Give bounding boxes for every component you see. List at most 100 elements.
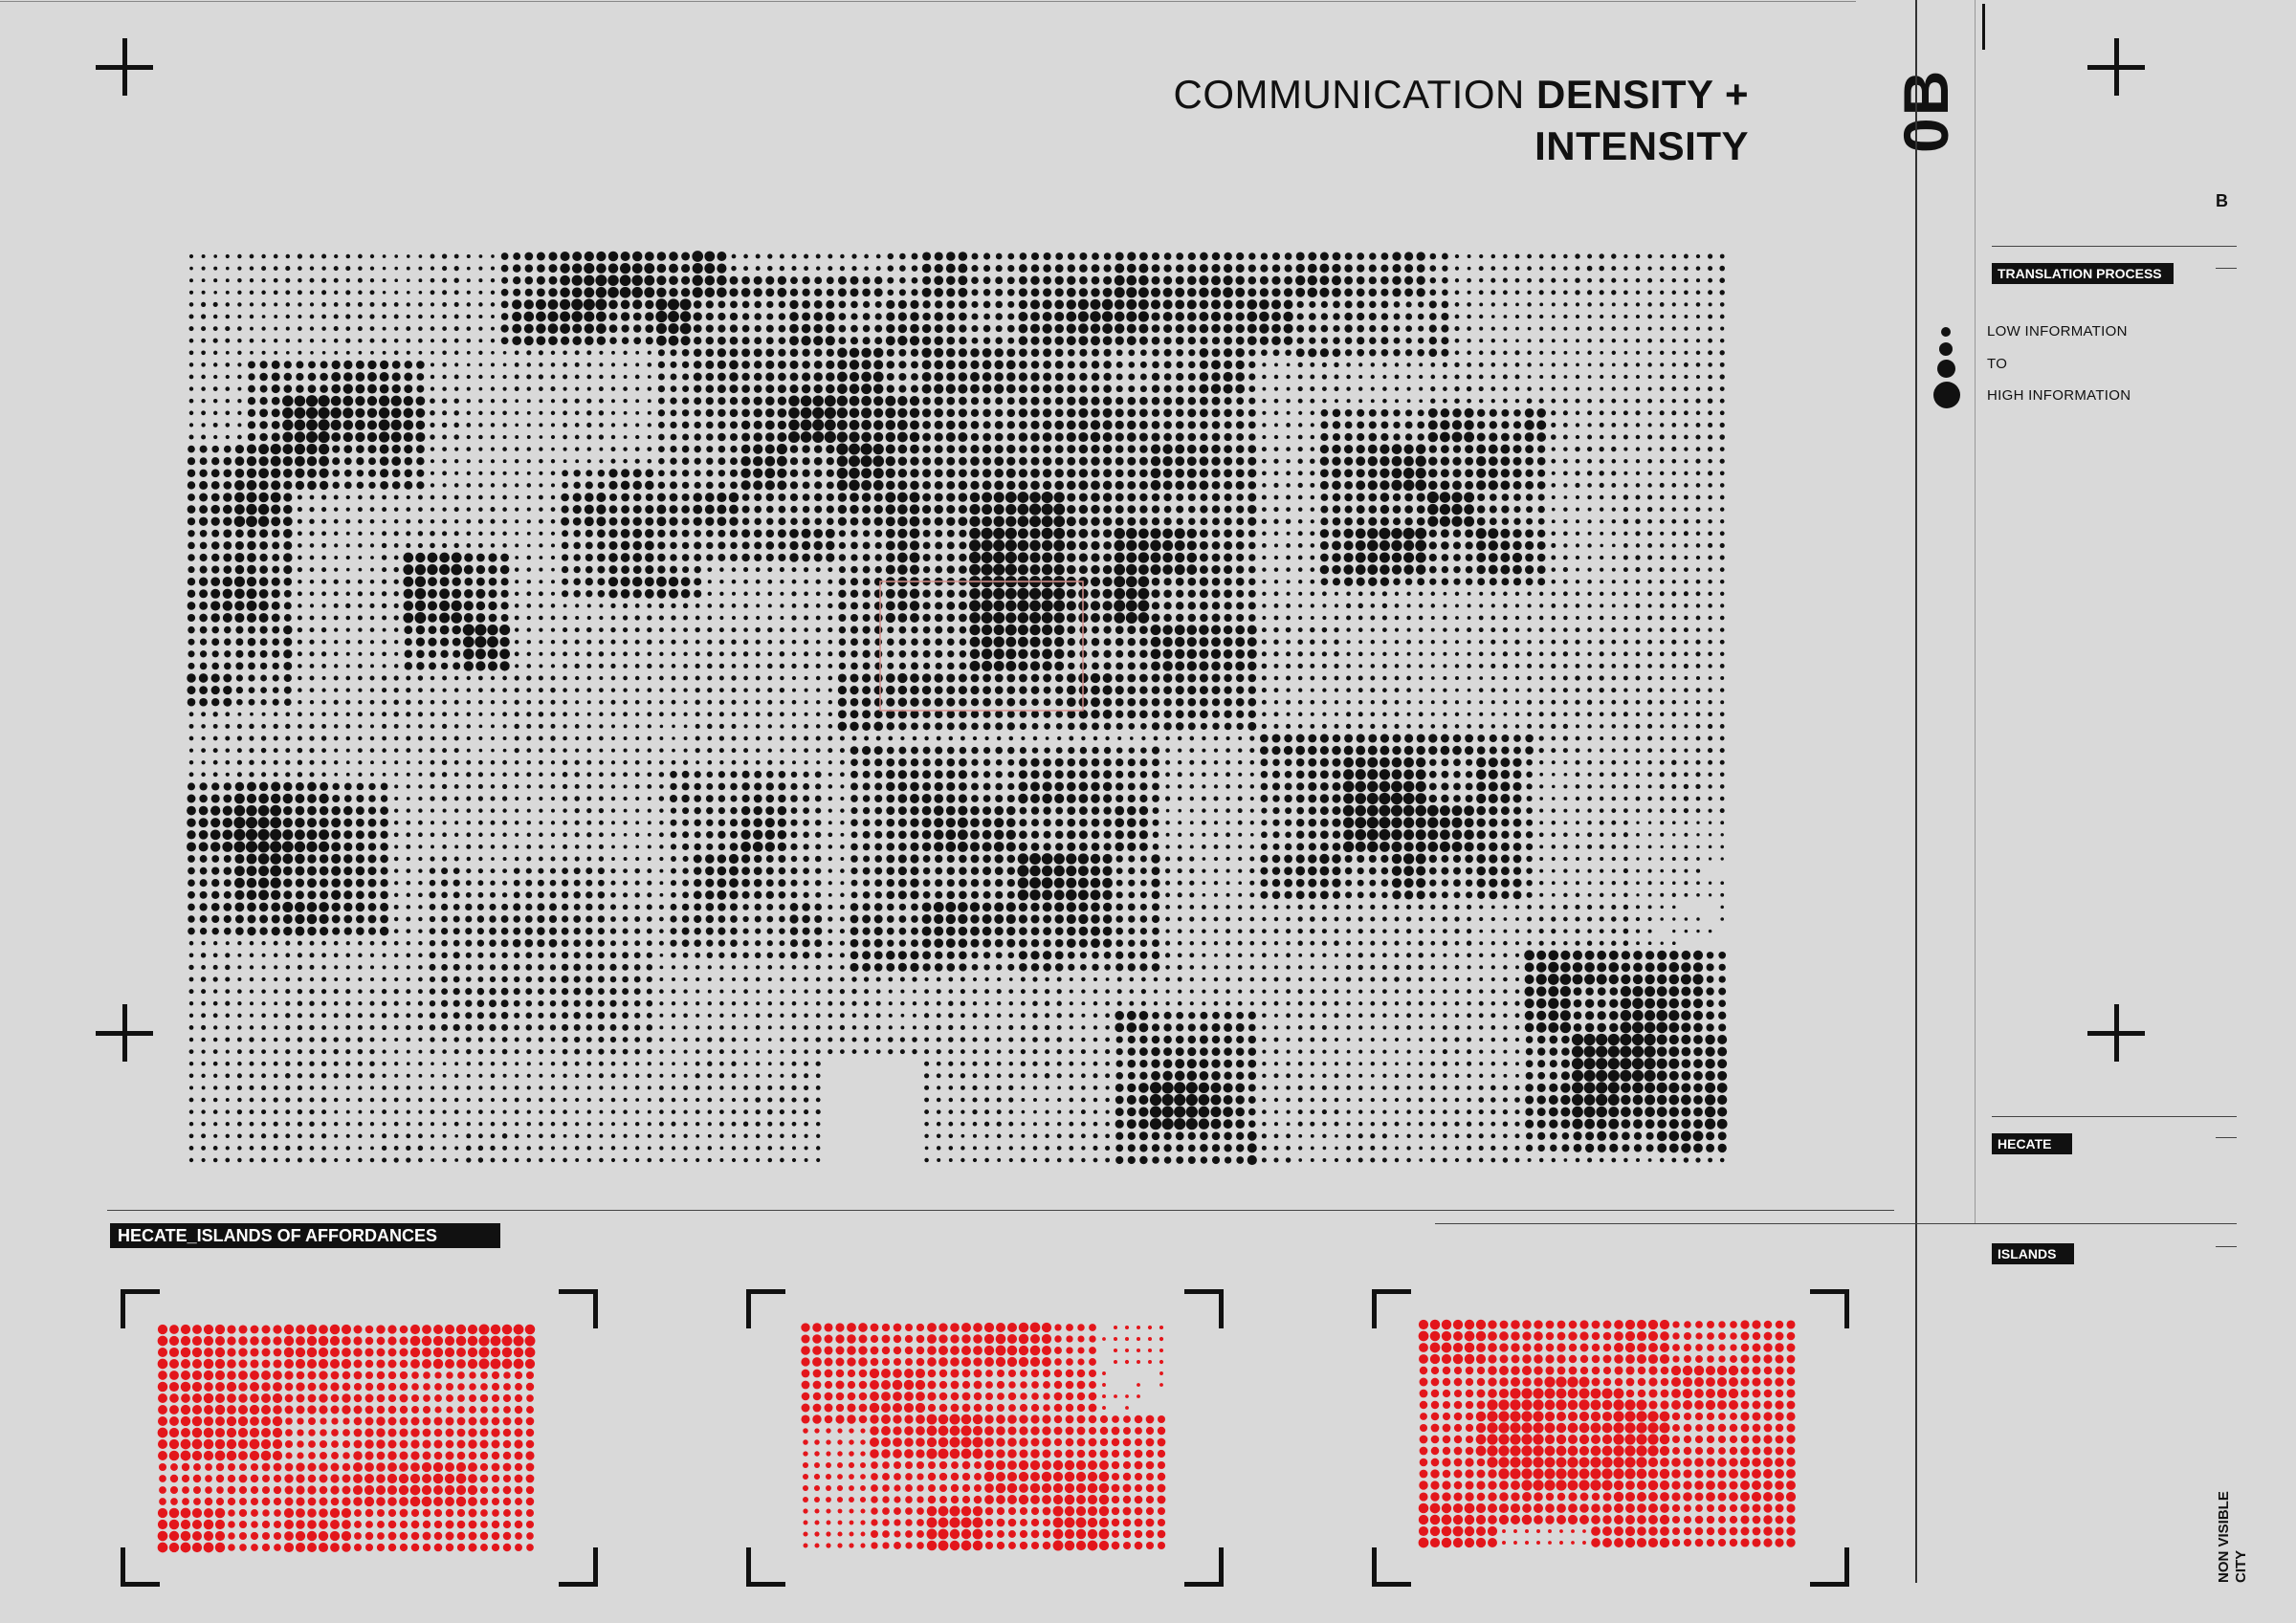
halftone-dot [283,480,293,490]
halftone-dot [1138,528,1149,539]
halftone-dot [201,266,206,271]
halftone-dot [1114,563,1126,576]
halftone-dot [897,469,908,478]
halftone-dot [828,664,833,669]
halftone-dot [755,266,761,272]
halftone-dot [442,326,447,331]
halftone-dot [573,530,581,537]
halftone-dot [235,674,243,682]
halftone-dot [586,447,592,451]
halftone-dot [211,698,220,707]
halftone-dot [645,565,654,575]
halftone-dot [1175,613,1184,623]
halftone-dot [1708,494,1712,500]
halftone-dot [1199,673,1208,683]
halftone-dot [681,493,690,502]
halftone-dot [1247,456,1257,466]
halftone-dot [257,503,270,515]
halftone-dot [247,553,256,562]
halftone-dot [1310,410,1315,416]
halftone-dot [1475,528,1487,539]
halftone-dot [959,324,967,333]
halftone-dot [1611,266,1617,272]
halftone-dot [210,588,221,599]
halftone-dot [824,430,836,444]
halftone-dot [1575,423,1580,428]
halftone-dot [1090,431,1101,443]
halftone-dot [1248,385,1256,392]
halftone-dot [563,422,568,428]
halftone-dot [837,697,847,707]
halftone-dot [1575,603,1580,608]
halftone-dot [355,407,365,418]
halftone-dot [382,507,387,513]
halftone-dot [210,541,220,550]
halftone-dot [1175,648,1185,659]
halftone-dot [1127,637,1137,647]
halftone-dot [1248,252,1256,260]
halftone-dot [1418,664,1424,669]
halftone-dot [706,457,714,465]
halftone-dot [246,577,257,587]
halftone-dot [850,697,859,707]
halftone-dot [922,625,931,634]
halftone-dot [1331,275,1342,286]
halftone-dot [561,505,569,514]
halftone-dot [490,699,496,705]
halftone-dot [1223,637,1233,647]
halftone-dot [1501,493,1510,501]
halftone-dot [1467,688,1471,692]
halftone-dot [574,447,580,451]
halftone-dot [318,430,330,444]
halftone-dot [958,601,967,610]
halftone-dot [1695,579,1701,584]
halftone-dot [1659,458,1665,464]
halftone-dot [731,567,737,572]
halftone-dot [1525,456,1534,466]
halftone-dot [813,323,823,334]
halftone-dot [804,700,808,705]
halftone-dot [1115,637,1124,647]
halftone-dot [849,384,860,394]
halftone-dot [1126,336,1137,346]
halftone-dot [695,675,700,681]
halftone-dot [1270,299,1282,310]
halftone-dot [1175,299,1185,310]
halftone-dot [1235,323,1245,334]
halftone-dot [1587,253,1593,259]
halftone-dot [283,565,293,575]
halftone-dot [1419,700,1424,705]
halftone-dot [1297,458,1303,464]
halftone-dot [1115,649,1124,658]
halftone-dot [765,324,774,333]
halftone-dot [1332,444,1341,454]
halftone-dot [1236,517,1245,526]
halftone-dot [1551,277,1556,283]
halftone-dot [679,322,692,335]
halftone-dot [742,651,749,657]
halftone-dot [778,337,786,345]
halftone-dot [403,564,414,576]
halftone-dot [261,315,266,318]
halftone-dot [1150,564,1161,576]
halftone-dot [1514,591,1520,597]
halftone-dot [452,625,461,635]
halftone-dot [756,615,761,621]
halftone-dot [994,348,1004,358]
halftone-dot [1660,675,1665,681]
halftone-dot [453,531,459,537]
halftone-dot [1587,338,1592,343]
halftone-dot [1261,494,1267,500]
halftone-dot [1536,481,1546,490]
halftone-dot [671,699,676,705]
halftone-dot [1357,252,1365,260]
halftone-dot [731,699,737,705]
halftone-dot [1054,323,1064,334]
halftone-dot [237,277,242,283]
halftone-dot [946,613,956,623]
halftone-dot [1430,362,1436,367]
halftone-dot [500,614,509,622]
halftone-dot [1454,627,1460,632]
halftone-dot [562,482,568,489]
halftone-dot [463,661,474,671]
